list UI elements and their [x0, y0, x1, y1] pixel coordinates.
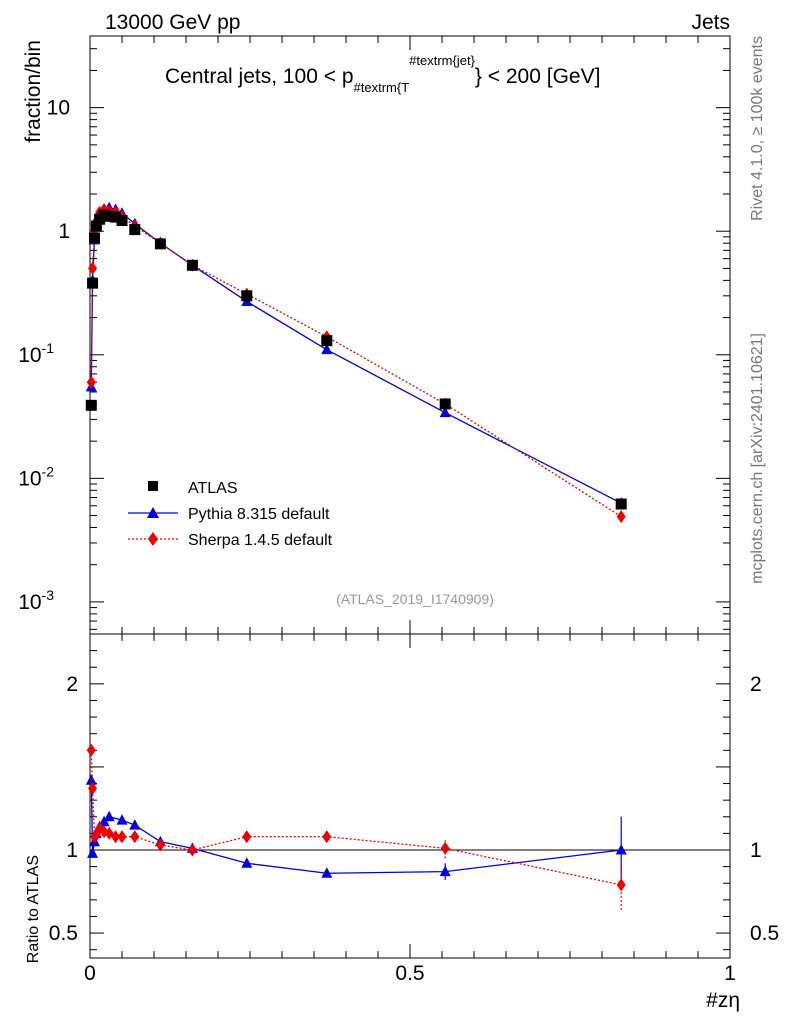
atlas-point — [87, 277, 99, 289]
pythia-point — [129, 819, 141, 830]
main-ylabel: fraction/bin — [22, 40, 45, 143]
title-sub: #textrm{T — [354, 80, 410, 95]
legend-pythia-marker — [147, 507, 159, 518]
y-tick-exponent: -2 — [42, 463, 55, 479]
sherpa-point — [88, 261, 98, 275]
x-tick-label: 0 — [84, 962, 96, 985]
ratio-series-line — [90, 750, 622, 886]
watermark: (ATLAS_2019_I1740909) — [336, 591, 494, 607]
legend: ATLAS Pythia 8.315 default Sherpa 1.4.5 … — [128, 480, 333, 549]
x-tick-label: 1 — [724, 962, 736, 985]
main-frame — [89, 35, 731, 635]
ratio-y-tick-label: 2 — [66, 673, 78, 696]
sherpa-point — [155, 838, 165, 852]
atlas-point — [88, 232, 100, 244]
legend-atlas-label: ATLAS — [188, 480, 238, 497]
atlas-point — [129, 224, 141, 236]
pythia-point — [116, 814, 128, 825]
pythia-point — [241, 857, 253, 868]
y-tick-label: 10-1 — [18, 340, 54, 367]
y-tick-exponent: -1 — [42, 340, 55, 356]
ratio-y-tick-label-right: 2 — [750, 673, 762, 696]
ratio-y-tick-label: 0.5 — [49, 922, 78, 945]
legend-sherpa-label: Sherpa 1.4.5 default — [188, 532, 333, 549]
ratio-ylabel: Ratio to ATLAS — [25, 855, 42, 963]
header-right: Jets — [691, 11, 730, 34]
sherpa-point — [187, 843, 197, 857]
main-series-line — [90, 208, 622, 518]
rivet-label: Rivet 4.1.0, ≥ 100k events — [749, 36, 766, 221]
title-main: Central jets, 100 < p — [165, 65, 354, 88]
atlas-point — [85, 399, 97, 411]
atlas-point — [241, 290, 253, 302]
pythia-point — [439, 406, 451, 418]
pythia-point — [321, 867, 333, 878]
legend-sherpa-marker — [148, 532, 158, 546]
header-left: 13000 GeV pp — [105, 11, 240, 34]
pythia-point — [321, 343, 333, 355]
ratio-y-tick-label-right: 0.5 — [750, 922, 779, 945]
pythia-point — [439, 865, 451, 877]
sherpa-point — [242, 830, 252, 844]
title-rest: } < 200 [GeV] — [475, 65, 601, 88]
legend-atlas-marker — [148, 481, 158, 491]
ratio-y-tick-label: 1 — [66, 839, 78, 862]
y-tick-base: 10 — [18, 591, 41, 614]
atlas-point — [116, 215, 128, 227]
y-tick-label: 1 — [58, 220, 70, 243]
atlas-point — [615, 498, 627, 510]
atlas-point — [110, 211, 122, 223]
atlas-point — [439, 398, 451, 410]
y-tick-exponent: -3 — [42, 587, 55, 603]
plot-title: Central jets, 100 < p#textrm{T #textrm{je… — [165, 53, 600, 95]
sherpa-point — [130, 830, 140, 844]
legend-pythia-label: Pythia 8.315 default — [188, 506, 330, 523]
x-tick-label: 0.5 — [395, 962, 424, 985]
sherpa-point — [322, 830, 332, 844]
atlas-point — [321, 335, 333, 347]
y-tick-label: 10 — [47, 97, 70, 120]
xlabel: #zη — [706, 989, 740, 1012]
y-tick-base: 10 — [47, 97, 70, 120]
atlas-point — [103, 210, 115, 222]
sherpa-point — [111, 830, 121, 844]
y-tick-base: 1 — [58, 220, 70, 243]
pythia-point — [615, 844, 627, 855]
ratio-frame — [89, 633, 731, 959]
sherpa-point — [616, 878, 626, 892]
y-tick-base: 10 — [18, 467, 41, 490]
sherpa-point — [86, 743, 96, 757]
y-tick-base: 10 — [18, 344, 41, 367]
sherpa-point — [616, 510, 626, 524]
pythia-point — [103, 810, 115, 822]
ratio-series-line — [90, 780, 622, 874]
atlas-point — [186, 259, 198, 271]
mcplots-label: mcplots.cern.ch [arXiv:2401.10621] — [749, 333, 766, 584]
sherpa-point — [117, 830, 127, 844]
sherpa-point — [86, 375, 96, 389]
title-sup: #textrm{jet} — [409, 53, 475, 68]
y-tick-label: 10-3 — [18, 587, 54, 614]
sherpa-point — [88, 782, 98, 796]
atlas-point — [154, 238, 166, 250]
pythia-point — [87, 847, 99, 858]
y-tick-label: 10-2 — [18, 463, 54, 490]
ratio-y-tick-label-right: 1 — [750, 839, 762, 862]
main-series-line — [90, 206, 622, 504]
atlas-point — [90, 220, 102, 232]
sherpa-point — [440, 841, 450, 855]
pythia-point — [85, 774, 97, 785]
